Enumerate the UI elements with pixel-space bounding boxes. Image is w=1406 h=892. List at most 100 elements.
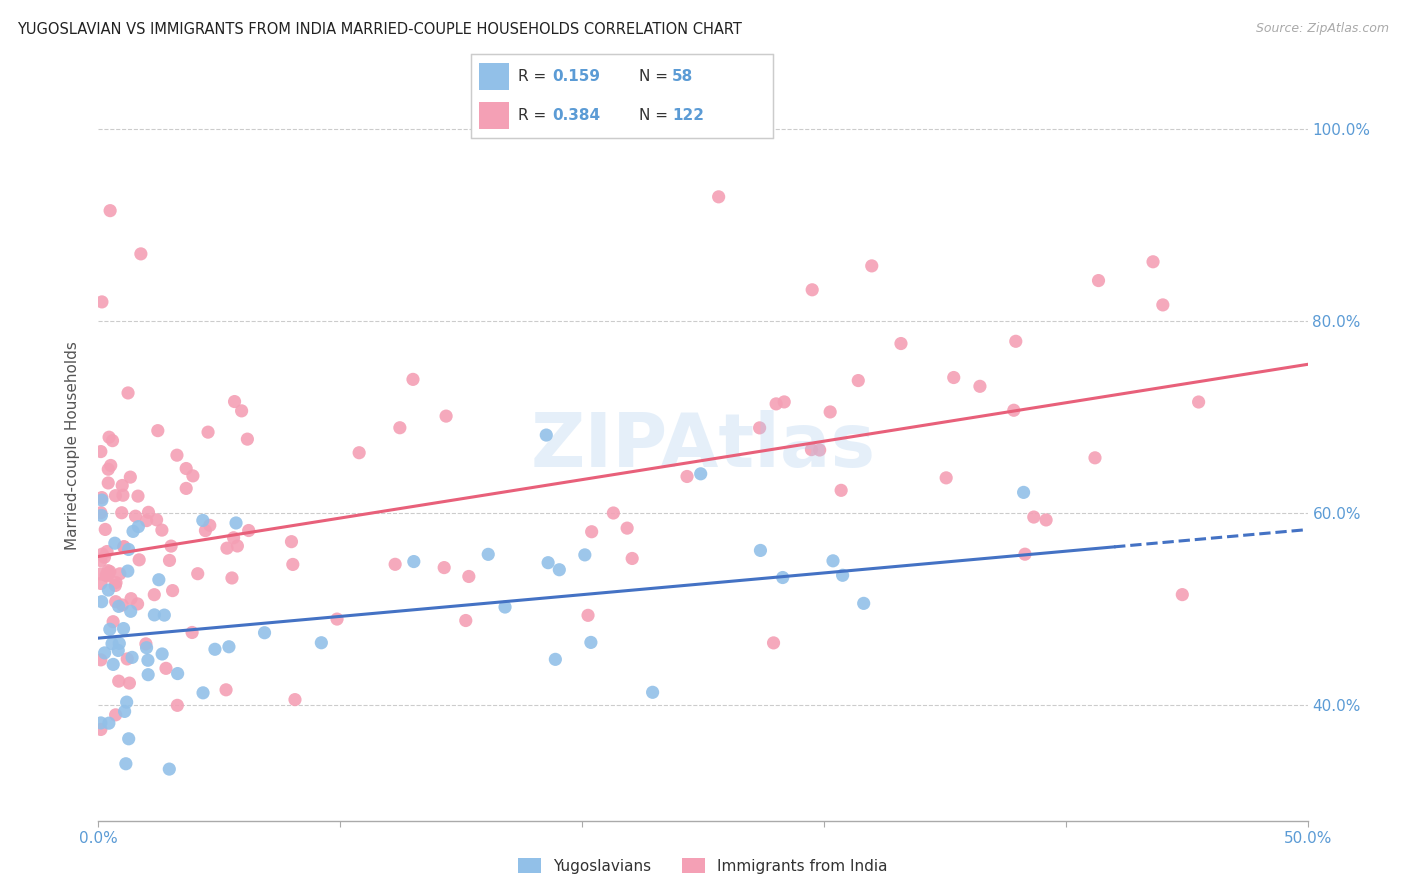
Point: [821, 554, 844, 568]
Point: [91, 547, 114, 561]
Point: [101, 434, 124, 448]
Point: [127, 597, 149, 611]
Point: [225, 516, 247, 530]
Text: N =: N =: [638, 69, 672, 84]
Point: [93, 550, 115, 565]
Point: [90, 553, 112, 567]
Point: [94, 523, 117, 537]
Point: [581, 524, 603, 539]
Point: [253, 625, 276, 640]
Point: [434, 409, 457, 423]
Point: [1152, 298, 1174, 312]
Point: [162, 583, 184, 598]
Point: [97, 569, 120, 583]
Point: [194, 524, 217, 538]
Point: [181, 469, 204, 483]
Point: [231, 404, 253, 418]
Point: [222, 531, 245, 545]
Point: [808, 442, 831, 457]
Point: [166, 698, 188, 713]
Point: [145, 513, 167, 527]
Text: 58: 58: [672, 69, 693, 84]
Point: [101, 637, 124, 651]
Point: [153, 608, 176, 623]
Point: [748, 421, 770, 435]
Point: [280, 534, 302, 549]
Point: [166, 448, 188, 462]
Point: [942, 370, 965, 384]
Point: [97, 582, 120, 597]
Point: [90, 653, 112, 667]
Point: [576, 608, 599, 623]
Point: [111, 478, 134, 492]
Point: [146, 424, 169, 438]
Point: [602, 506, 624, 520]
Point: [191, 513, 214, 527]
Point: [388, 421, 411, 435]
Point: [138, 505, 160, 519]
Point: [93, 646, 115, 660]
Point: [90, 491, 112, 505]
Point: [136, 667, 159, 681]
Point: [1004, 334, 1026, 349]
Point: [197, 425, 219, 439]
Point: [616, 521, 638, 535]
Text: R =: R =: [517, 108, 551, 123]
Point: [90, 715, 112, 730]
Text: Source: ZipAtlas.com: Source: ZipAtlas.com: [1256, 22, 1389, 36]
Point: [94, 568, 117, 582]
Text: 0.159: 0.159: [553, 69, 600, 84]
Point: [1171, 588, 1194, 602]
Point: [1035, 513, 1057, 527]
Point: [1002, 403, 1025, 417]
Point: [104, 489, 127, 503]
Point: [215, 682, 238, 697]
Point: [117, 386, 139, 401]
FancyBboxPatch shape: [478, 102, 509, 129]
Point: [105, 575, 128, 590]
Point: [224, 394, 246, 409]
Point: [112, 540, 135, 554]
Point: [454, 614, 477, 628]
Point: [143, 588, 166, 602]
Text: 122: 122: [672, 108, 704, 123]
Point: [236, 432, 259, 446]
Point: [800, 442, 823, 457]
Point: [765, 397, 787, 411]
Point: [384, 558, 406, 572]
Point: [115, 695, 138, 709]
Point: [150, 647, 173, 661]
Point: [97, 564, 120, 578]
Point: [689, 467, 711, 481]
Point: [135, 514, 157, 528]
Point: [749, 543, 772, 558]
Point: [852, 596, 875, 610]
Point: [773, 395, 796, 409]
Point: [1142, 254, 1164, 268]
Legend: Yugoslavians, Immigrants from India: Yugoslavians, Immigrants from India: [512, 852, 894, 880]
Point: [676, 469, 699, 483]
Point: [90, 294, 112, 309]
Point: [772, 570, 794, 584]
Point: [160, 539, 183, 553]
Point: [90, 723, 112, 737]
Point: [120, 604, 142, 618]
Point: [107, 599, 129, 614]
Point: [118, 731, 141, 746]
Point: [284, 692, 307, 706]
Point: [143, 607, 166, 622]
Point: [166, 666, 188, 681]
Text: 0.384: 0.384: [553, 108, 600, 123]
Point: [90, 493, 112, 508]
Point: [121, 650, 143, 665]
Point: [115, 652, 138, 666]
Point: [136, 653, 159, 667]
Point: [111, 488, 134, 502]
Point: [90, 506, 112, 520]
Point: [90, 576, 112, 591]
Point: [621, 551, 644, 566]
Point: [238, 524, 260, 538]
Text: YUGOSLAVIAN VS IMMIGRANTS FROM INDIA MARRIED-COUPLE HOUSEHOLDS CORRELATION CHART: YUGOSLAVIAN VS IMMIGRANTS FROM INDIA MAR…: [17, 22, 742, 37]
Point: [104, 536, 127, 550]
Point: [174, 482, 197, 496]
